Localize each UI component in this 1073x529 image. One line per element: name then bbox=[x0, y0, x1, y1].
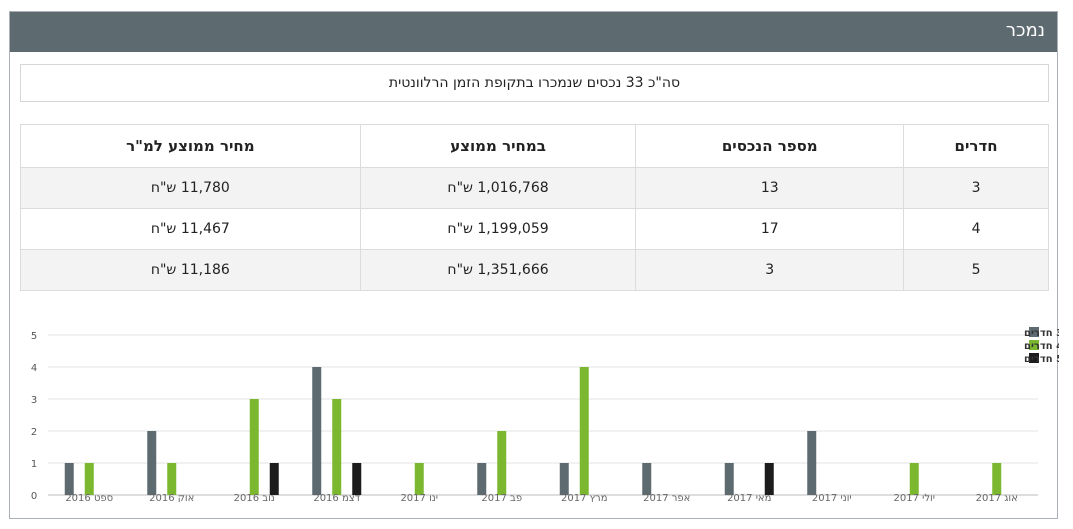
y-tick-label: 0 bbox=[31, 491, 37, 502]
legend-swatch bbox=[1029, 340, 1039, 350]
cell-avg-price-sqm: 11,467 ש"ח bbox=[20, 208, 361, 250]
x-tick-label: מאי 2017 bbox=[727, 493, 771, 502]
bar bbox=[724, 463, 734, 495]
panel-title: נמכר bbox=[1005, 20, 1045, 41]
x-tick-label: אוג 2017 bbox=[976, 493, 1018, 502]
y-tick-label: 5 bbox=[31, 331, 37, 342]
bar bbox=[477, 463, 487, 495]
legend-swatch bbox=[1029, 327, 1039, 337]
table-row: 5 3 1,351,666 ש"ח 11,186 ש"ח bbox=[20, 249, 1049, 291]
bar bbox=[64, 463, 74, 495]
legend-label: 3 חדרים bbox=[1024, 328, 1059, 339]
x-tick-label: אפר 2017 bbox=[643, 493, 690, 502]
legend-label: 5 חדרים bbox=[1024, 354, 1059, 365]
bar bbox=[167, 463, 177, 495]
cell-avg-price: 1,016,768 ש"ח bbox=[359, 167, 637, 209]
bar bbox=[497, 431, 507, 495]
bar bbox=[312, 367, 322, 495]
sales-bar-chart: 0 1 2 3 4 5 ספט 2016 אוק 2016 נוב 2016 דצמ 2016 ינ… bbox=[31, 327, 1063, 504]
cell-avg-price-sqm: 11,186 ש"ח bbox=[20, 249, 361, 291]
cell-count: 13 bbox=[635, 167, 905, 209]
bar bbox=[764, 463, 774, 495]
cell-rooms: 5 bbox=[903, 249, 1049, 291]
bar bbox=[909, 463, 919, 495]
bar bbox=[642, 463, 652, 495]
legend-swatch bbox=[1029, 353, 1039, 363]
x-tick-label: דצמ 2016 bbox=[313, 493, 360, 502]
cell-avg-price: 1,199,059 ש"ח bbox=[359, 208, 637, 250]
cell-count: 17 bbox=[635, 208, 905, 250]
x-tick-label: נוב 2016 bbox=[234, 493, 275, 502]
bar bbox=[579, 367, 589, 495]
cell-rooms: 4 bbox=[903, 208, 1049, 250]
table-row: 3 13 1,016,768 ש"ח 11,780 ש"ח bbox=[20, 167, 1049, 209]
bar bbox=[249, 399, 259, 495]
panel-header: נמכר bbox=[10, 12, 1057, 52]
bar bbox=[84, 463, 94, 495]
sold-panel: נמכר סה"כ 33 נכסים שנמכרו בתקופת הזמן הר… bbox=[9, 11, 1063, 519]
header-count: מספר הנכסים bbox=[635, 124, 905, 168]
header-avg-price-sqm: מחיר ממוצע למ"ר bbox=[20, 124, 361, 168]
table-header-row: חדרים מספר הנכסים במחיר ממוצע מחיר ממוצע… bbox=[20, 124, 1049, 168]
bar bbox=[414, 463, 424, 495]
y-tick-label: 3 bbox=[31, 395, 37, 406]
table-row: 4 17 1,199,059 ש"ח 11,467 ש"ח bbox=[20, 208, 1049, 250]
bar bbox=[352, 463, 362, 495]
x-tick-label: מרץ 2017 bbox=[561, 493, 607, 502]
bar bbox=[269, 463, 279, 495]
stats-table: חדרים מספר הנכסים במחיר ממוצע מחיר ממוצע… bbox=[20, 124, 1049, 291]
bar bbox=[332, 399, 342, 495]
cell-avg-price-sqm: 11,780 ש"ח bbox=[20, 167, 361, 209]
cell-avg-price: 1,351,666 ש"ח bbox=[359, 249, 637, 291]
bar bbox=[992, 463, 1002, 495]
legend-label: 4 חדרים bbox=[1024, 341, 1059, 352]
x-tick-label: ספט 2016 bbox=[65, 493, 113, 502]
cell-count: 3 bbox=[635, 249, 905, 291]
sales-chart-container: 0 1 2 3 4 5 ספט 2016 אוק 2016 נוב 2016 דצמ 2016 ינ… bbox=[10, 302, 1063, 504]
y-tick-label: 1 bbox=[31, 459, 37, 470]
x-tick-label: יוני 2017 bbox=[812, 493, 852, 502]
x-tick-label: יולי 2017 bbox=[893, 493, 935, 502]
sold-summary: סה"כ 33 נכסים שנמכרו בתקופת הזמן הרלוונט… bbox=[20, 64, 1049, 102]
bar bbox=[807, 431, 817, 495]
x-tick-label: פב 2017 bbox=[481, 493, 522, 502]
header-rooms: חדרים bbox=[903, 124, 1049, 168]
x-tick-label: אוק 2016 bbox=[149, 493, 194, 502]
cell-rooms: 3 bbox=[903, 167, 1049, 209]
y-tick-label: 2 bbox=[31, 427, 37, 438]
bar bbox=[559, 463, 569, 495]
bar bbox=[147, 431, 157, 495]
x-tick-label: ינו 2017 bbox=[400, 493, 438, 502]
header-avg-price: במחיר ממוצע bbox=[359, 124, 637, 168]
y-tick-label: 4 bbox=[31, 363, 37, 374]
